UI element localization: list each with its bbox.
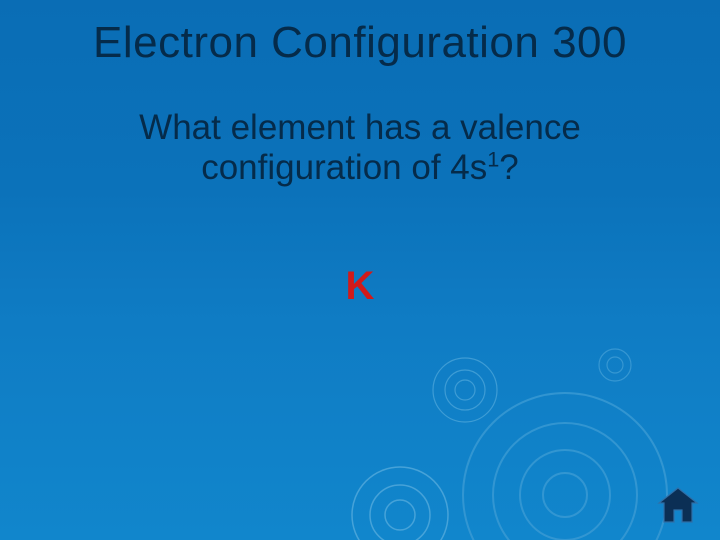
- question-text: What element has a valence configuration…: [0, 108, 720, 189]
- home-icon: [656, 486, 700, 524]
- home-button[interactable]: [656, 486, 700, 524]
- question-line2-prefix: configuration of 4s: [201, 148, 487, 187]
- slide-title: Electron Configuration 300: [0, 18, 720, 68]
- question-superscript: 1: [487, 147, 499, 172]
- answer-text: K: [0, 264, 720, 309]
- question-line1: What element has a valence: [139, 108, 581, 147]
- question-line2-suffix: ?: [499, 148, 518, 187]
